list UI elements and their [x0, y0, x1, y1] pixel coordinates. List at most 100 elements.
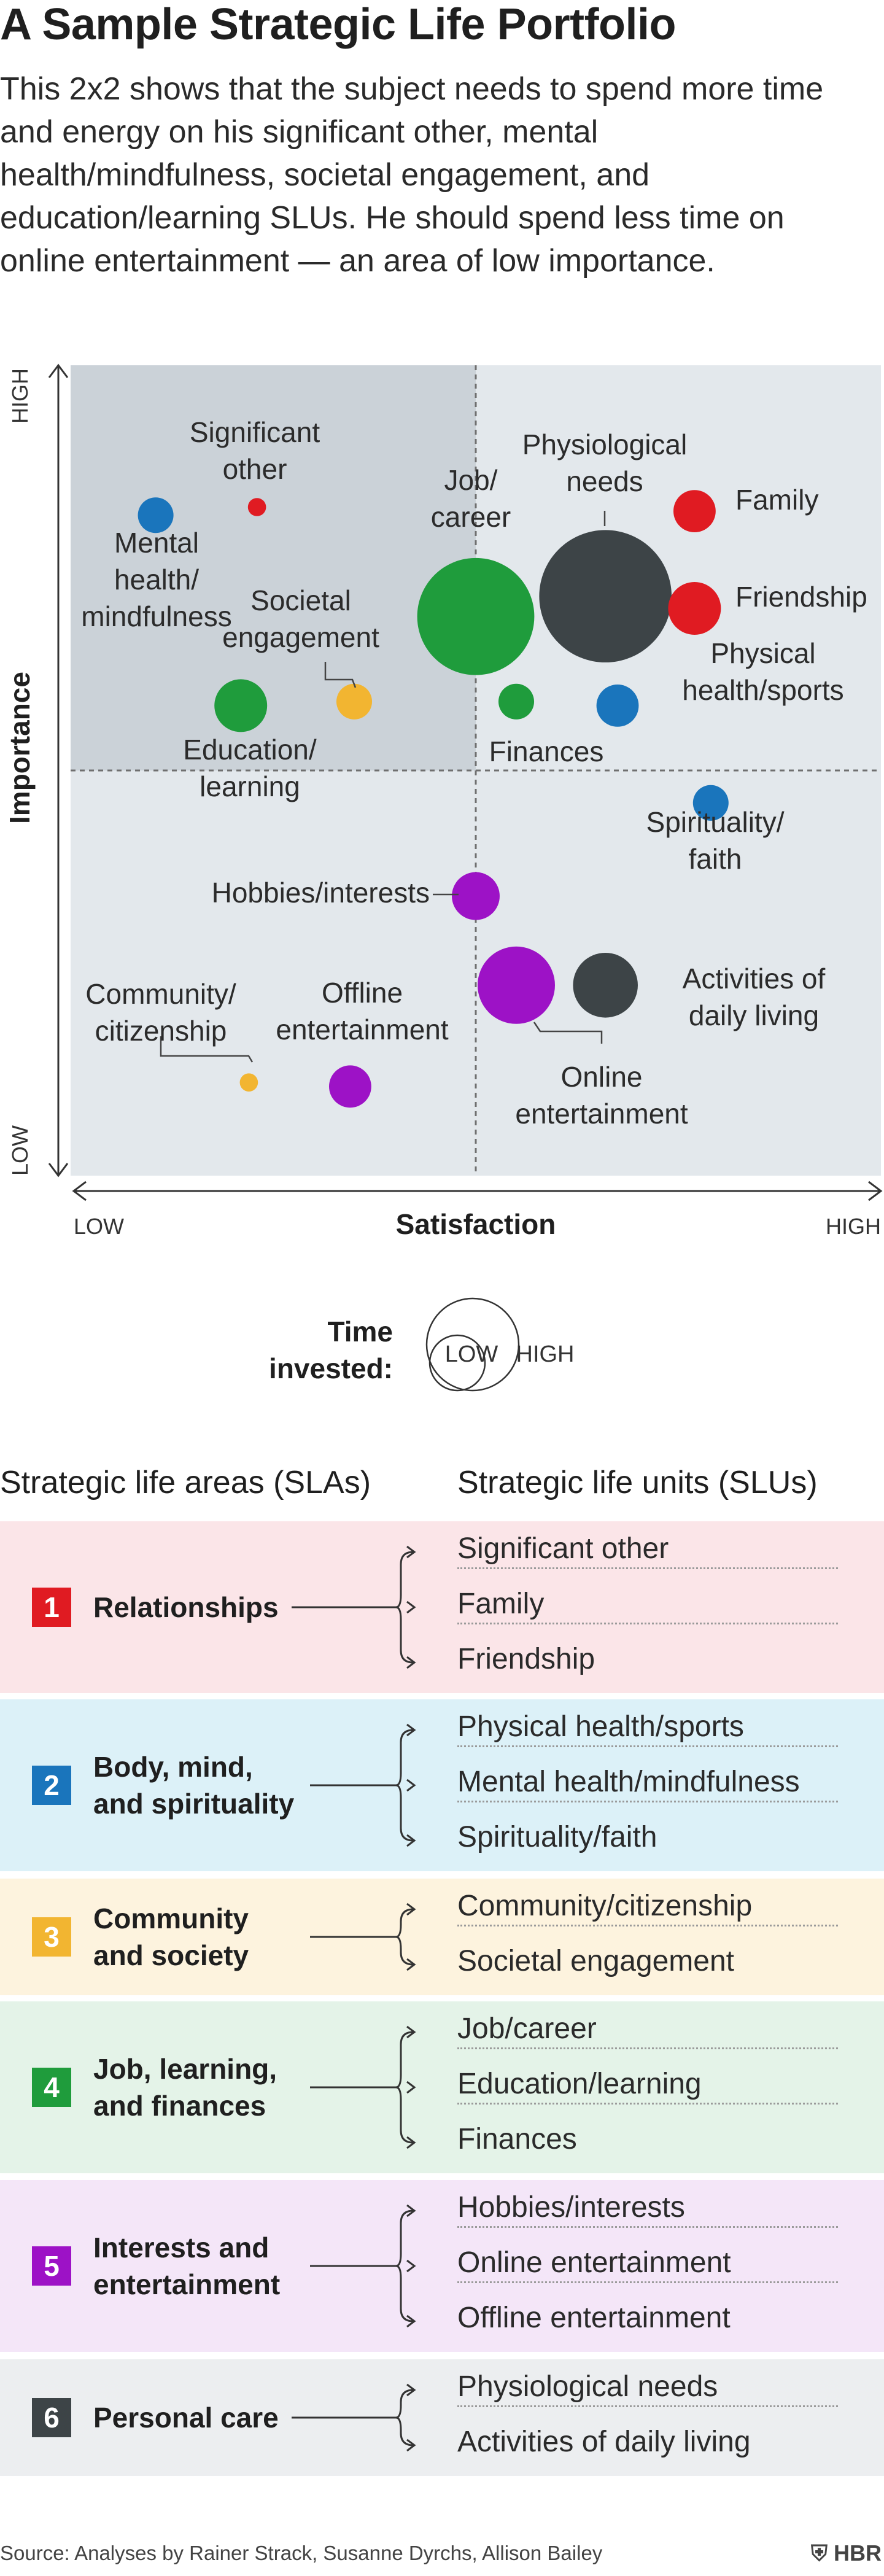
label-spirituality-faith: Spirituality/faith: [646, 806, 785, 875]
label-mental-health-mindfulness: Mental health/mindfulness: [81, 527, 231, 632]
page-subtitle: This 2x2 shows that the subject needs to…: [0, 71, 824, 279]
label-offline-entertainment: Offline entertainment: [276, 977, 448, 1046]
arrow-icon: [406, 1779, 416, 1792]
slu-item: Societal engagement: [457, 1945, 734, 1977]
arrow-icon: [406, 2081, 416, 2094]
leader-online-entertainment: [533, 1022, 603, 1044]
y-tick-low: LOW: [7, 1125, 33, 1176]
bracket-line: [310, 2209, 414, 2322]
arrow-icon: [406, 1958, 416, 1971]
bracket-line: [310, 1729, 414, 1842]
bubble-friendship: [668, 582, 721, 635]
sla-number-badge: 4: [32, 2068, 71, 2107]
label-physiological-needs: Physiological needs: [522, 429, 687, 497]
slu-item: Mental health/mindfulness: [457, 1764, 838, 1802]
bubble-finances: [498, 683, 535, 720]
bubble-significant-other: [247, 498, 266, 516]
label-education-learning: Education/learning: [183, 734, 317, 802]
arrow-icon: [406, 2314, 416, 2328]
arrow-icon: [406, 2204, 416, 2217]
x-axis-arrow-left: [72, 1181, 87, 1201]
size-legend-high-circle: [425, 1297, 520, 1392]
hbr-brand: HBR: [834, 2540, 882, 2566]
x-tick-high: HIGH: [826, 1214, 881, 1239]
label-significant-other: Significant other: [190, 416, 320, 485]
bracket-line: [292, 1551, 414, 1664]
arrow-icon: [406, 2383, 416, 2397]
y-axis-arrow-down: [48, 1163, 69, 1177]
bubble-education-learning: [214, 679, 268, 732]
sla-name: Community and society: [93, 1903, 249, 1971]
arrow-icon: [406, 1545, 416, 1559]
sla-bracket: [310, 1723, 416, 1847]
bubble-hobbies-interests: [452, 872, 500, 920]
label-hobbies-interests: Hobbies/interests: [212, 877, 430, 909]
slu-item: Physical health/sports: [457, 1709, 838, 1747]
arrow-icon: [406, 1656, 416, 1669]
arrow-icon: [406, 2438, 416, 2452]
quadrant-high-importance-low-satisfaction: [71, 365, 476, 770]
page-title: A Sample Strategic Life Portfolio: [0, 0, 677, 49]
arrow-icon: [406, 1723, 416, 1737]
bubble-physiological-needs: [539, 530, 672, 663]
sla-area-1: 1 Relationships Significant other Family Fri…: [0, 1521, 884, 1693]
bracket-line: [310, 2031, 414, 2144]
slu-item: Activities of daily living: [457, 2426, 751, 2458]
sla-bracket: [310, 2025, 416, 2149]
label-activities-of-daily-living: Activities of daily living: [683, 963, 826, 1031]
slu-item: Friendship: [457, 1643, 595, 1675]
sla-column-header: Strategic life areas (SLAs): [0, 1465, 371, 1500]
bubble-family: [673, 490, 716, 533]
label-online-entertainment: Online entertainment: [515, 1061, 688, 1130]
label-friendship: Friendship: [735, 581, 867, 613]
x-axis-arrow-right: [868, 1181, 883, 1201]
arrow-icon: [406, 1834, 416, 1847]
sla-area-6: 6 Personal care Physiological needs Activit…: [0, 2359, 884, 2476]
sla-area-2: 2 Body, mind, and spirituality Physical he…: [0, 1699, 884, 1871]
slu-item: Physiological needs: [457, 2368, 838, 2407]
arrow-icon: [406, 2136, 416, 2149]
bracket-line: [310, 1908, 414, 1966]
sla-number-badge: 3: [32, 1917, 71, 1957]
sla-area-3: 3 Community and society Community/citizens…: [0, 1879, 884, 1995]
sla-bracket: [310, 2204, 416, 2328]
sla-bracket: [292, 1545, 416, 1669]
bracket-line: [292, 2389, 414, 2446]
x-axis-label: Satisfaction: [396, 1208, 556, 1240]
slu-item: Offline entertainment: [457, 2302, 731, 2334]
sla-area-4: 4 Job, learning, and finances Job/career Ed…: [0, 2001, 884, 2173]
slu-item: Online entertainment: [457, 2244, 838, 2283]
slu-item: Community/citizenship: [457, 1888, 838, 1926]
label-job-career: Job/career: [431, 464, 511, 533]
sla-name: Job, learning, and finances: [93, 2053, 277, 2122]
size-legend-title-2: invested:: [269, 1352, 393, 1384]
size-legend-low-circle: [428, 1334, 486, 1392]
size-legend-high: HIGH: [516, 1341, 575, 1367]
bubble-offline-entertainment: [328, 1065, 371, 1108]
y-axis-arrow-up: [48, 363, 69, 378]
sla-name: Interests and entertainment: [93, 2232, 281, 2300]
sla-number-badge: 6: [32, 2398, 71, 2437]
sla-number-badge: 1: [32, 1588, 71, 1627]
y-axis-label: Importance: [4, 672, 36, 824]
shield-icon: ⛨: [810, 2540, 828, 2566]
y-tick-high: HIGH: [7, 368, 33, 424]
label-physical-health-sports: Physical health/sports: [682, 637, 843, 706]
bubble-job-career: [417, 557, 535, 675]
bubble-community-citizenship: [239, 1073, 258, 1092]
size-legend-title-1: Time: [327, 1316, 393, 1348]
arrow-icon: [406, 1903, 416, 1916]
sla-number-badge: 2: [32, 1766, 71, 1805]
slu-item: Hobbies/interests: [457, 2189, 838, 2228]
sla-name: Personal care: [93, 2402, 279, 2434]
slu-column-header: Strategic life units (SLUs): [457, 1465, 818, 1500]
sla-number-badge: 5: [32, 2246, 71, 2286]
slu-item: Job/career: [457, 2011, 838, 2049]
source-note: Source: Analyses by Rainer Strack, Susan…: [0, 2542, 603, 2564]
sla-bracket: [310, 1903, 416, 1971]
x-tick-low: LOW: [74, 1214, 124, 1239]
slu-item: Family: [457, 1586, 838, 1624]
sla-name: Body, mind, and spirituality: [93, 1751, 295, 1820]
bubble-mental-health-mindfulness: [138, 497, 174, 533]
bubble-online-entertainment: [478, 946, 555, 1024]
